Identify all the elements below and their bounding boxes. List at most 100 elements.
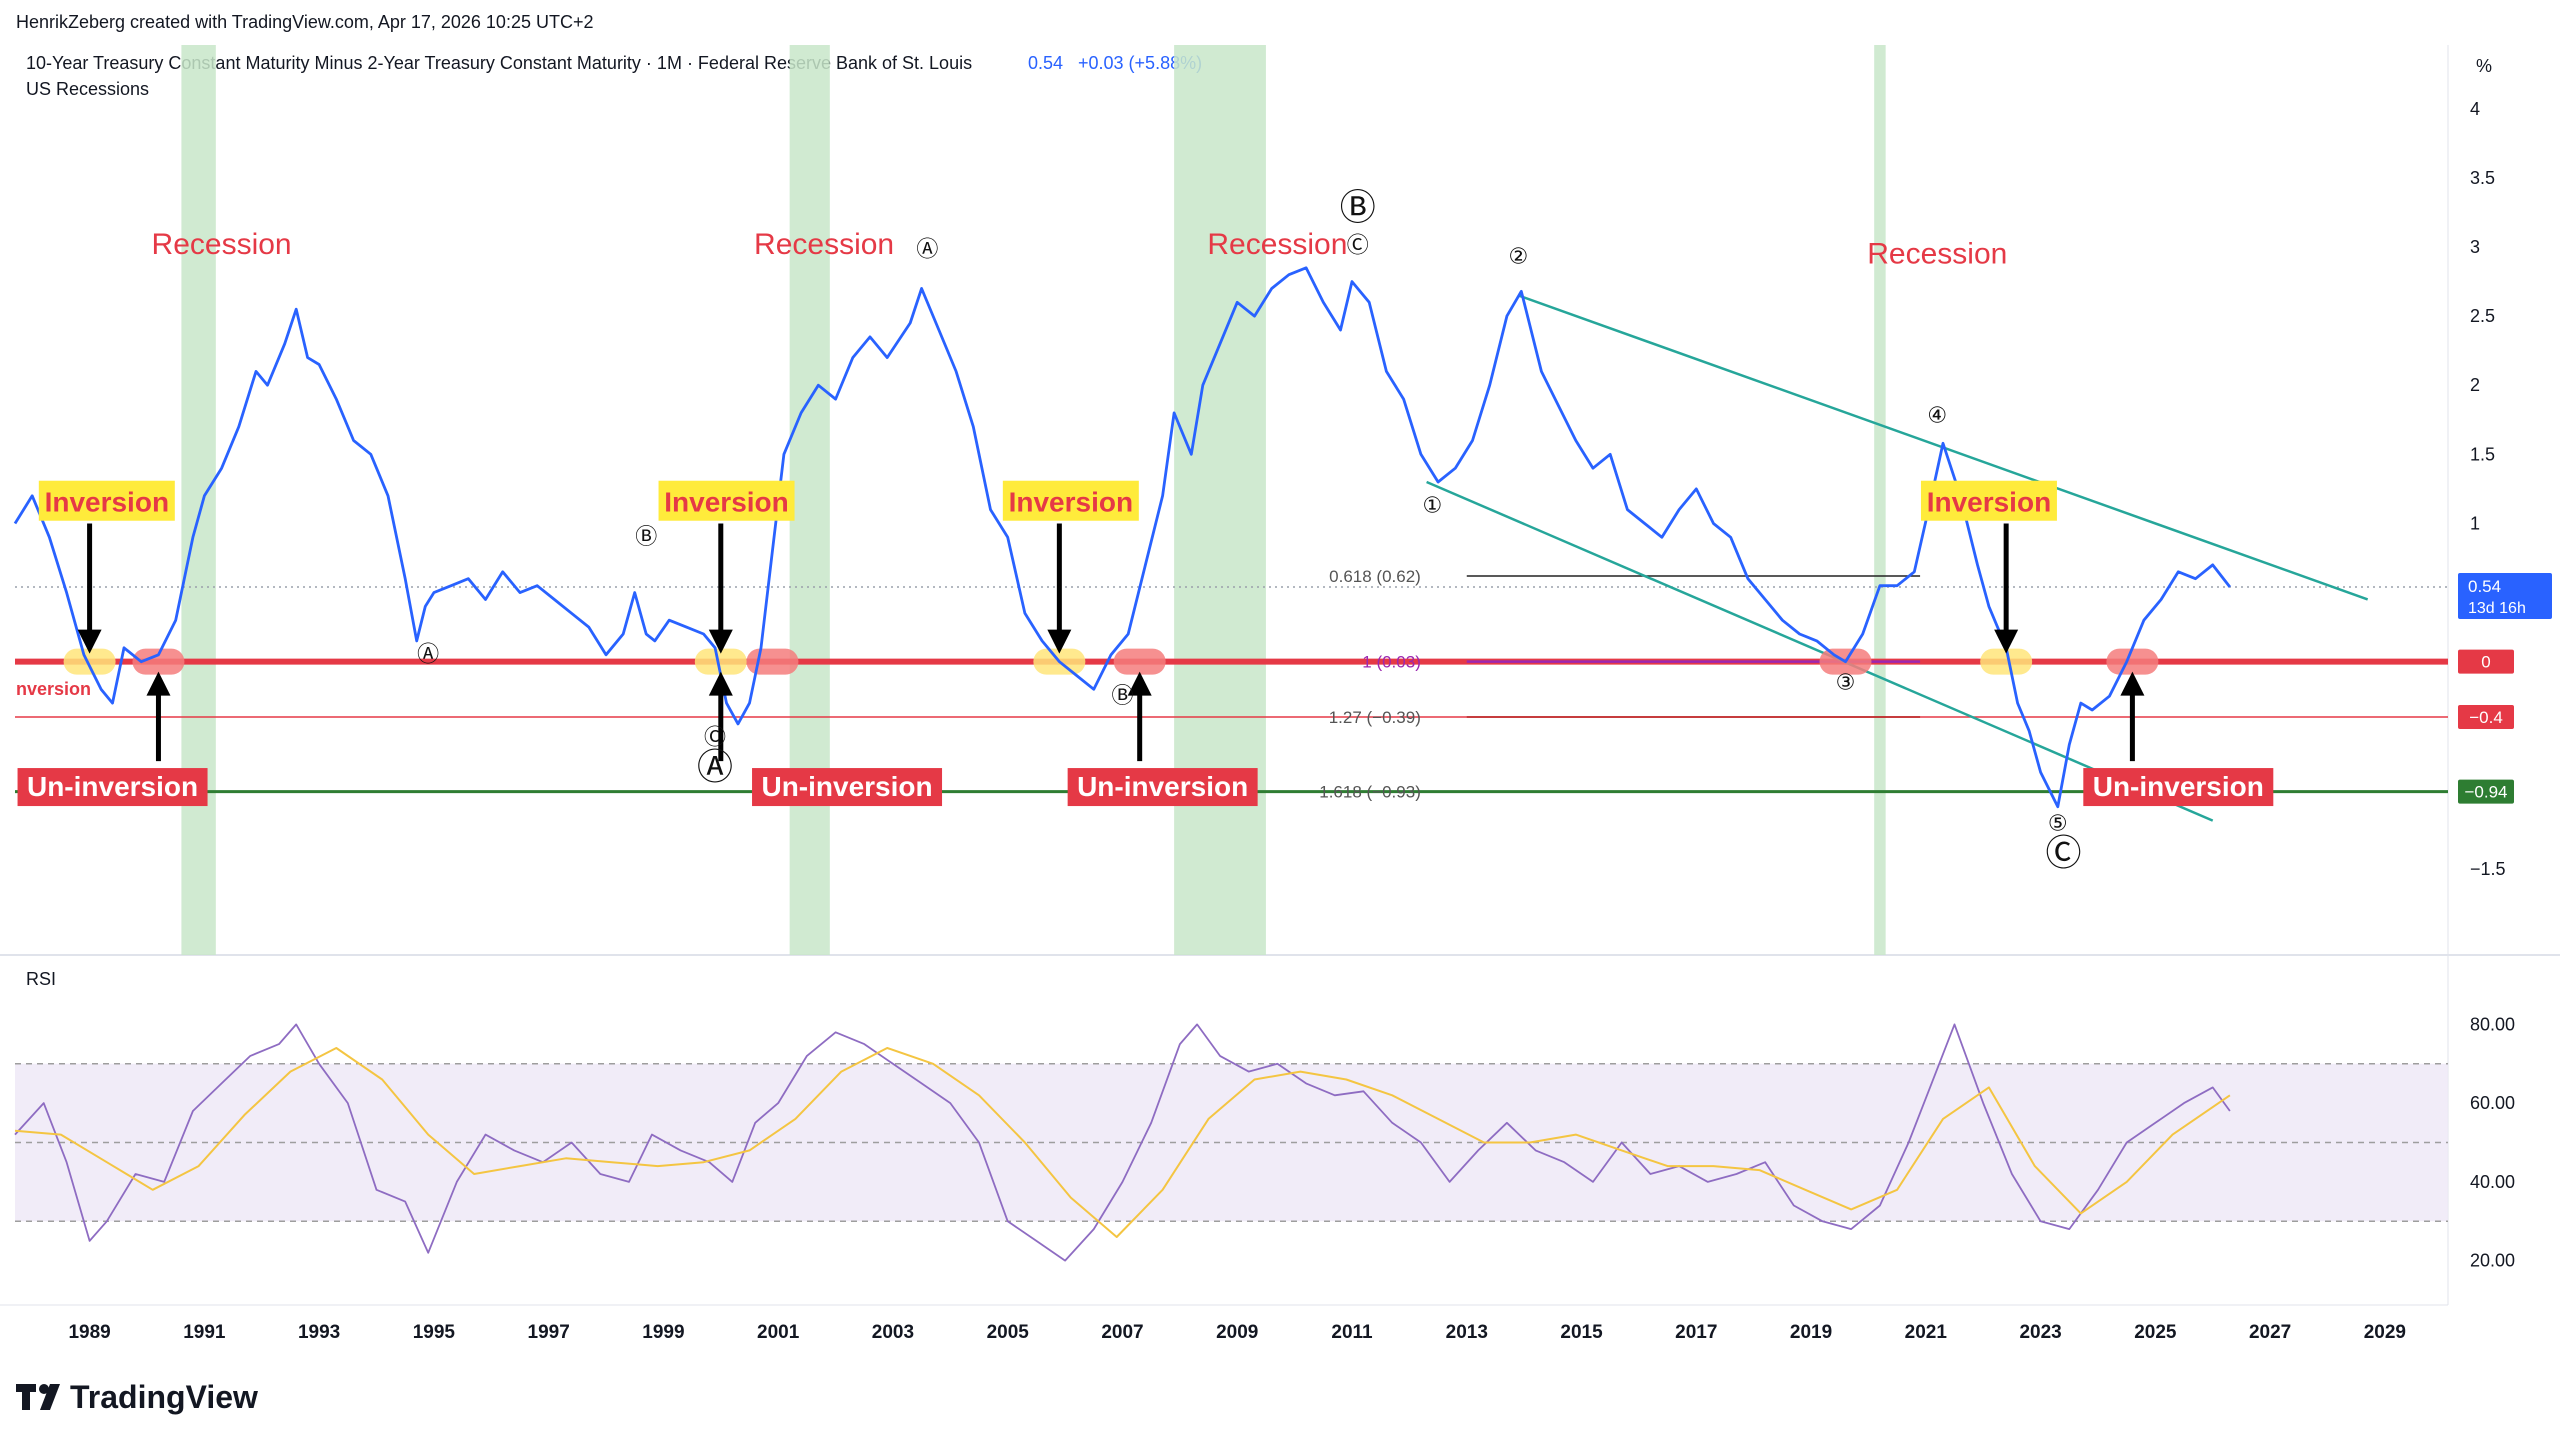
uninversion-label-bg-3 bbox=[2083, 768, 2274, 807]
inversion-label-bg-3 bbox=[1920, 480, 2057, 521]
arrow-up-2-head-icon bbox=[1127, 671, 1152, 696]
axis-level-label-1: −0.4 bbox=[2469, 708, 2503, 727]
x-tick-label-18: 2025 bbox=[2134, 1322, 2177, 1343]
arrow-down-0 bbox=[77, 523, 102, 654]
arrow-up-0-head-icon bbox=[146, 671, 171, 696]
y-tick-label-1: 3.5 bbox=[2470, 168, 2495, 188]
series-lines bbox=[13, 266, 2232, 1262]
x-tick-label-13: 2015 bbox=[1560, 1322, 1603, 1343]
recession-band-2 bbox=[1174, 45, 1266, 955]
rsi-line bbox=[14, 1023, 2231, 1262]
y-tick-label-3: 2.5 bbox=[2470, 306, 2495, 326]
spread-line-0 bbox=[13, 266, 2232, 809]
last-value: 0.54 bbox=[1028, 53, 1063, 73]
arrow-down-3 bbox=[1994, 523, 2019, 654]
x-tick-label-9: 2007 bbox=[1101, 1322, 1143, 1343]
recession-label-2: Recession bbox=[1207, 228, 1347, 261]
uninversion-label-0: Un-inversion bbox=[27, 771, 198, 802]
wave-marker-8: Ⓐ bbox=[417, 642, 439, 667]
arrow-up-1 bbox=[708, 671, 733, 762]
inversion-label-bg-0 bbox=[38, 480, 175, 521]
big-wave-marker-2: Ⓒ bbox=[2046, 832, 2082, 873]
inversion-label-0: Inversion bbox=[45, 487, 169, 518]
inversion-label-bg-2 bbox=[1002, 480, 1139, 521]
x-tick-label-3: 1995 bbox=[413, 1322, 456, 1343]
x-tick-label-2: 1993 bbox=[298, 1322, 340, 1343]
overlay-recessions[interactable]: US Recessions bbox=[26, 79, 149, 99]
x-tick-label-11: 2011 bbox=[1331, 1322, 1373, 1343]
arrow-down-1 bbox=[708, 523, 733, 654]
inversion-label-1: Inversion bbox=[664, 487, 788, 518]
brand-name: TradingView bbox=[70, 1379, 258, 1415]
current-price-countdown: 13d 16h bbox=[2468, 600, 2526, 617]
crossing-pill-3 bbox=[746, 648, 799, 675]
arrow-up-2 bbox=[1127, 671, 1152, 762]
big-wave-marker-0: Ⓑ bbox=[1340, 186, 1376, 227]
arrow-down-2-head-icon bbox=[1047, 629, 1072, 654]
wave-marker-0: ① bbox=[1422, 492, 1442, 517]
recession-label-0: Recession bbox=[152, 228, 292, 261]
recession-label-1: Recession bbox=[754, 228, 894, 261]
axis-level-label-0: 0 bbox=[2481, 653, 2490, 672]
current-price-value: 0.54 bbox=[2468, 577, 2501, 596]
rsi-tick-label-0: 80.00 bbox=[2470, 1014, 2515, 1034]
current-price-bg bbox=[2458, 573, 2552, 620]
unit-label: % bbox=[2476, 56, 2492, 76]
y-tick-label-0: 4 bbox=[2470, 99, 2480, 119]
uninversion-label-bg-0 bbox=[17, 768, 208, 807]
x-tick-label-10: 2009 bbox=[1216, 1322, 1258, 1343]
series-title[interactable]: 10-Year Treasury Constant Maturity Minus… bbox=[26, 53, 972, 73]
fib-label-2: 1.618 (−0.93) bbox=[1319, 783, 1421, 802]
arrow-down-0-head-icon bbox=[77, 629, 102, 654]
wave-marker-4: ⑤ bbox=[2048, 810, 2068, 835]
rsi-tick-label-2: 40.00 bbox=[2470, 1172, 2515, 1192]
annotations: Recession Recession Recession Recession Inve… bbox=[16, 186, 2274, 873]
crossing-pill-2 bbox=[694, 648, 747, 675]
x-tick-label-6: 2001 bbox=[757, 1322, 800, 1343]
tradingview-logo-icon bbox=[16, 1384, 60, 1410]
arrow-up-1-head-icon bbox=[708, 671, 733, 696]
channel-line-1 bbox=[1426, 480, 2214, 822]
x-tick-label-16: 2021 bbox=[1905, 1322, 1948, 1343]
rsi-title[interactable]: RSI bbox=[26, 969, 56, 989]
y-tick-label-5: 1.5 bbox=[2470, 444, 2495, 464]
x-tick-label-1: 1991 bbox=[183, 1322, 226, 1343]
recession-label-3: Recession bbox=[1867, 238, 2007, 271]
crossing-pill-5 bbox=[1113, 648, 1166, 675]
wave-marker-6: Ⓑ bbox=[635, 524, 657, 549]
x-tick-label-17: 2023 bbox=[2019, 1322, 2061, 1343]
x-tick-label-8: 2005 bbox=[987, 1322, 1030, 1343]
axis-level-bg-1 bbox=[2458, 704, 2514, 729]
wave-marker-5: Ⓐ bbox=[916, 237, 938, 262]
x-tick-label-14: 2017 bbox=[1675, 1322, 1717, 1343]
fib-label-0: 1 (0.03) bbox=[1362, 653, 1421, 672]
x-tick-label-20: 2029 bbox=[2364, 1322, 2406, 1343]
axis-level-bg-2 bbox=[2458, 779, 2514, 804]
x-tick-label-5: 1999 bbox=[642, 1322, 684, 1343]
axis-level-bg-0 bbox=[2458, 649, 2514, 674]
y-tick-label-4: 2 bbox=[2470, 375, 2480, 395]
inversion-label-bg-1 bbox=[658, 480, 795, 521]
x-tick-label-0: 1989 bbox=[68, 1322, 110, 1343]
rsi-tick-label-1: 60.00 bbox=[2470, 1093, 2515, 1113]
big-wave-marker-1: Ⓐ bbox=[697, 746, 733, 787]
wave-marker-3: ④ bbox=[1927, 403, 1947, 428]
wave-marker-2: ③ bbox=[1836, 669, 1856, 694]
x-tick-label-12: 2013 bbox=[1446, 1322, 1488, 1343]
rsi-tick-label-3: 20.00 bbox=[2470, 1251, 2515, 1271]
crossing-pill-1 bbox=[132, 648, 185, 675]
fib-label-1: 1.27 (−0.39) bbox=[1329, 708, 1421, 727]
arrow-down-2 bbox=[1047, 523, 1072, 654]
inversion-label-3: Inversion bbox=[1927, 487, 2051, 518]
crossing-pill-7 bbox=[1980, 648, 2033, 675]
y-tick-label-6: 1 bbox=[2470, 513, 2480, 533]
y-tick-label-2: 3 bbox=[2470, 237, 2480, 257]
axis-level-label-2: −0.94 bbox=[2464, 783, 2507, 802]
x-tick-label-7: 2003 bbox=[872, 1322, 914, 1343]
wave-marker-7: Ⓒ bbox=[1347, 233, 1369, 258]
uninversion-label-3: Un-inversion bbox=[2093, 771, 2264, 802]
wave-marker-9: Ⓒ bbox=[704, 725, 726, 750]
x-tick-label-19: 2027 bbox=[2249, 1322, 2291, 1343]
